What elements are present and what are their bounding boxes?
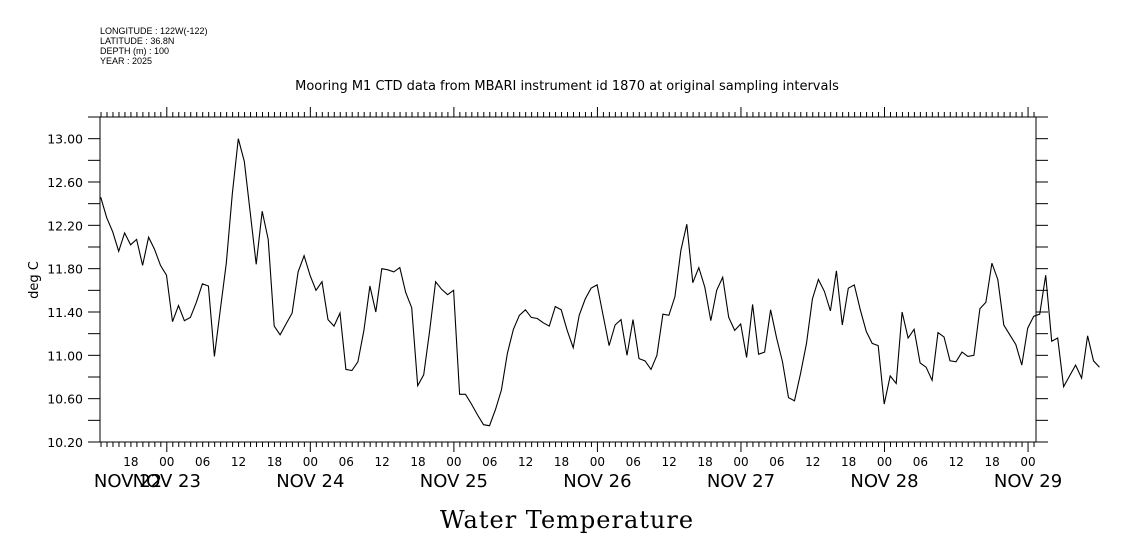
x-hour-label: 06 [339,455,354,469]
y-axis: 10.20 10.60 11.00 11.40 11.80 12.20 12.60 13.00 [47,116,1048,450]
x-hour-label: 00 [446,455,461,469]
x-hour-label: 18 [841,455,856,469]
y-tick-label: 12.20 [47,218,83,233]
x-hour-label: 12 [805,455,820,469]
y-tick-label: 12.60 [47,175,83,190]
x-hour-label: 18 [985,455,1000,469]
x-hour-label: 00 [1020,455,1035,469]
x-day-label: NOV 27 [707,471,775,492]
temperature-line [100,138,1100,427]
y-tick-label: 13.00 [47,132,83,147]
x-hour-label: 18 [697,455,712,469]
y-tick-label: 11.40 [47,305,83,320]
x-hour-label: 06 [769,455,784,469]
x-day-label: NOV 24 [276,471,344,492]
x-day-label: NOV 22 [94,471,162,492]
x-hour-label: 12 [374,455,389,469]
x-hour-label: 00 [303,455,318,469]
x-hour-label: 12 [949,455,964,469]
latitude-label: LATITUDE : 36.8N [100,36,175,46]
y-tick-label: 10.60 [47,392,83,407]
metadata-block: LONGITUDE : 122W(-122) LATITUDE : 36.8N … [100,26,208,66]
longitude-label: LONGITUDE : 122W(-122) [100,26,208,36]
x-hour-label: 06 [913,455,928,469]
x-hour-label: 06 [195,455,210,469]
year-label: YEAR : 2025 [100,56,153,66]
x-hour-label: 00 [159,455,174,469]
bottom-title: Water Temperature [440,506,694,534]
x-hour-label: 18 [554,455,569,469]
x-day-label: NOV 29 [994,471,1062,492]
depth-label: DEPTH (m) : 100 [100,46,170,56]
chart-title: Mooring M1 CTD data from MBARI instrumen… [295,79,839,94]
x-hour-label: 12 [662,455,677,469]
x-hour-label: 12 [518,455,533,469]
x-hour-label: 06 [626,455,641,469]
x-day-label: NOV 26 [563,471,631,492]
x-hour-label: 00 [590,455,605,469]
x-hour-label: 12 [231,455,246,469]
x-day-label: NOV 23 [133,471,201,492]
x-day-label: NOV 28 [850,471,918,492]
y-tick-label: 10.20 [47,435,83,450]
x-hour-label: 18 [267,455,282,469]
x-hour-label: 00 [733,455,748,469]
series-group [100,138,1100,427]
x-axis: 18 00 06 12 18 00 06 12 18 00 06 12 18 00 06 12 18 00 06 12… [94,107,1062,492]
y-tick-label: 11.00 [47,348,83,363]
x-hour-label: 18 [410,455,425,469]
x-day-label: NOV 25 [420,471,488,492]
x-hour-label: 06 [482,455,497,469]
x-hour-label: 00 [877,455,892,469]
plot-frame [99,116,1037,443]
y-tick-label: 11.80 [47,262,83,277]
y-axis-label: deg C [27,261,42,299]
x-hour-label: 18 [123,455,138,469]
